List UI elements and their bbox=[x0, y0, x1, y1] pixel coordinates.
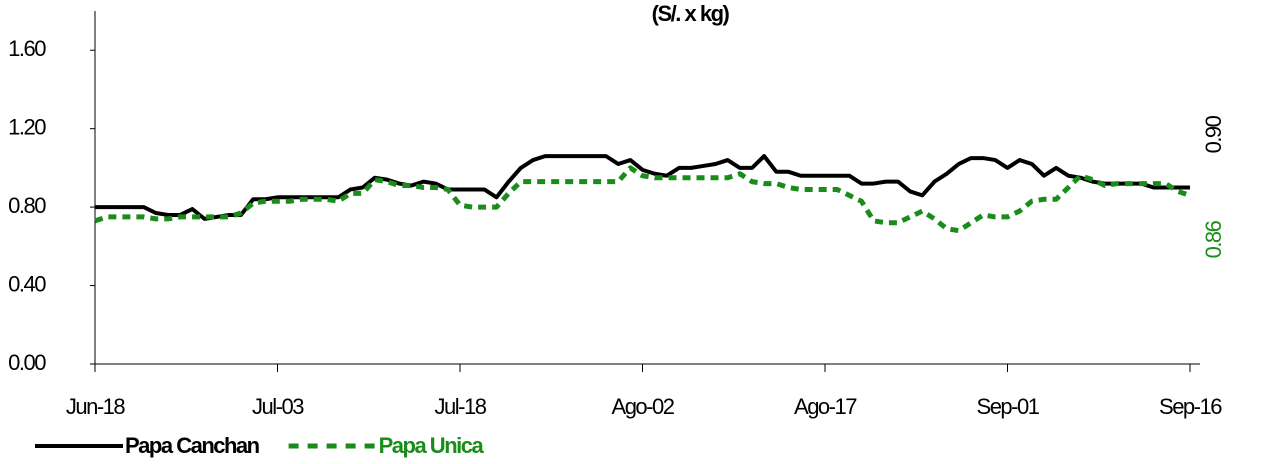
x-tick-label: Ago-17 bbox=[794, 394, 857, 419]
end-label: 0.90 bbox=[1201, 115, 1226, 153]
legend-label: Papa Unica bbox=[379, 433, 485, 458]
y-tick-label: 0.40 bbox=[8, 271, 46, 296]
x-tick-label: Ago-02 bbox=[612, 394, 675, 419]
series-line bbox=[94, 165, 1191, 234]
end-label: 0.86 bbox=[1201, 220, 1226, 258]
x-tick-label: Jul-18 bbox=[435, 394, 487, 419]
legend-label: Papa Canchan bbox=[125, 433, 260, 458]
x-tick-label: Sep-01 bbox=[977, 394, 1040, 419]
x-tick-label: Sep-16 bbox=[1159, 394, 1222, 419]
chart-title: (S/. x kg) bbox=[652, 1, 730, 26]
y-tick-label: 0.00 bbox=[8, 350, 46, 375]
x-tick-label: Jul-03 bbox=[252, 394, 304, 419]
x-tick-label: Jun-18 bbox=[66, 394, 126, 419]
series-line bbox=[95, 154, 1190, 221]
y-tick-label: 1.60 bbox=[8, 36, 46, 61]
y-tick-label: 0.80 bbox=[8, 193, 46, 218]
y-tick-label: 1.20 bbox=[8, 114, 46, 139]
